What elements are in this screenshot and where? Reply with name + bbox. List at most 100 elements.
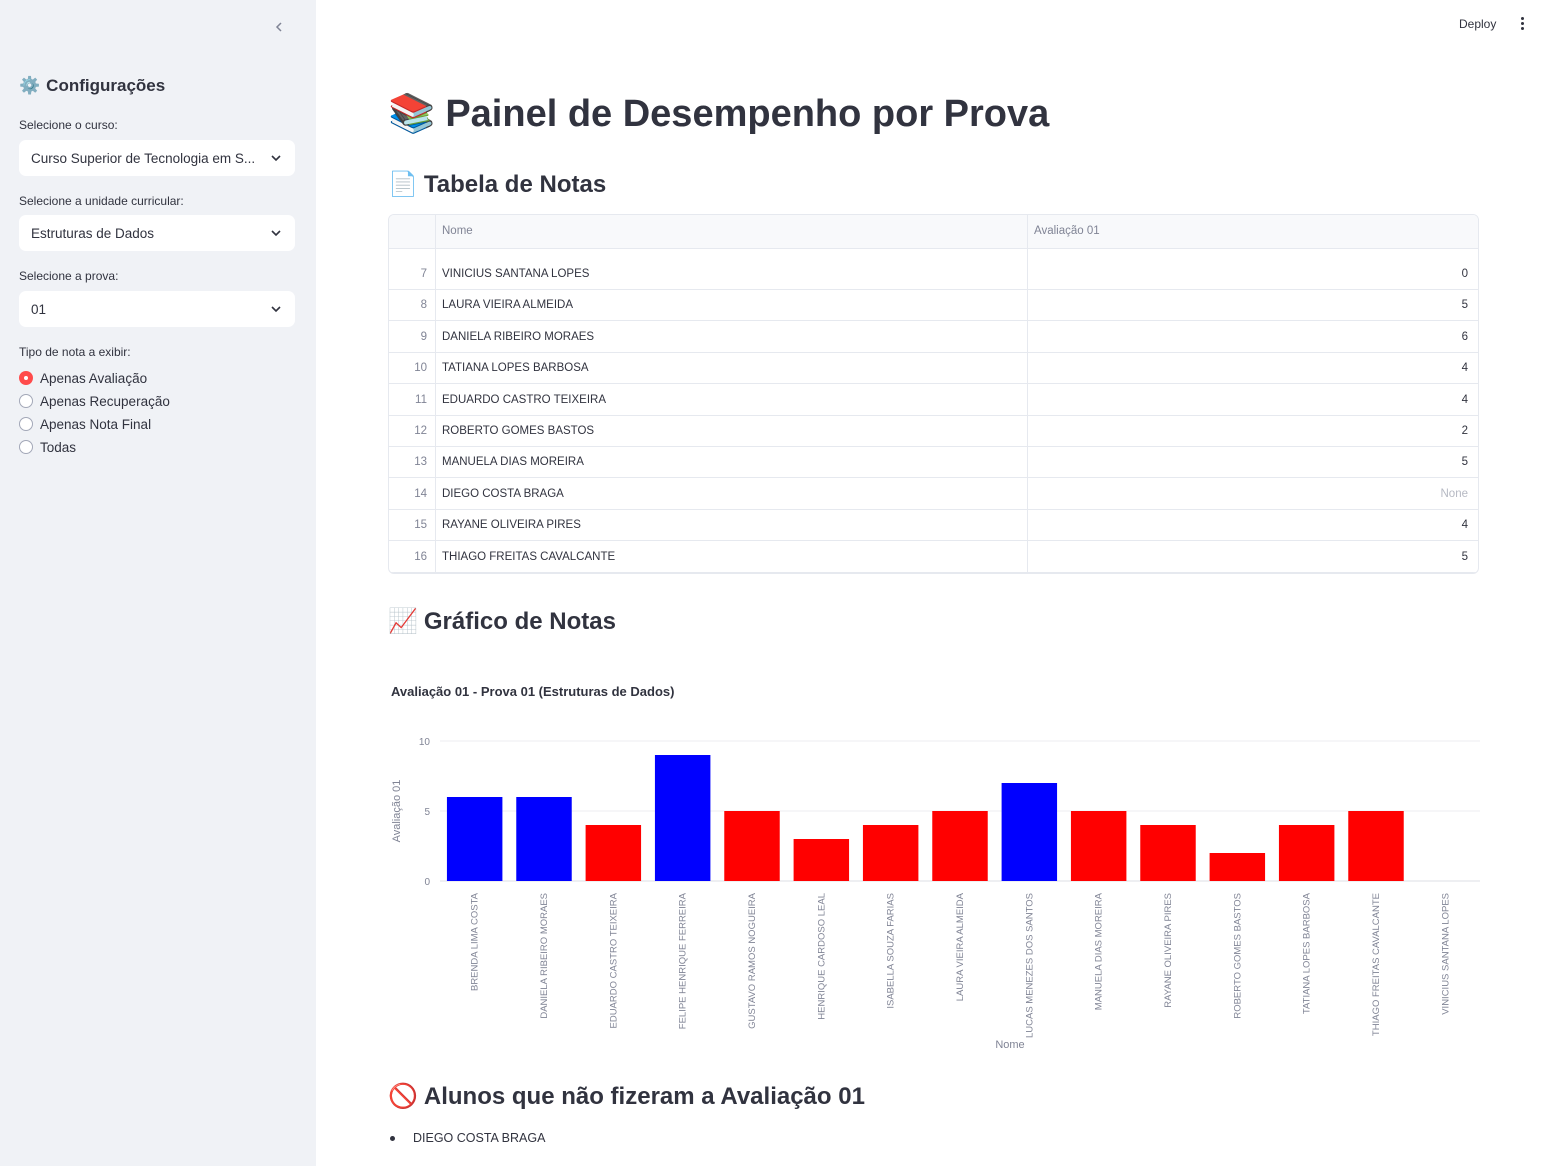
chart-bar (1209, 853, 1266, 881)
table-row[interactable]: 15 RAYANE OLIVEIRA PIRES 4 (389, 510, 1478, 542)
unit-select[interactable]: Estruturas de Dados (19, 215, 295, 251)
books-icon: 📚 (388, 93, 436, 135)
cell-grade[interactable]: 0 (1461, 268, 1468, 280)
table-row[interactable]: 9 DANIELA RIBEIRO MORAES 6 (389, 322, 1478, 353)
x-tick-label: EDUARDO CASTRO TEIXEIRA (608, 892, 619, 1028)
x-tick-label: LAURA VIEIRA ALMEIDA (955, 892, 966, 1001)
radio-button[interactable] (19, 440, 33, 454)
cell-name[interactable]: THIAGO FREITAS CAVALCANTE (442, 550, 616, 563)
table-heading: 📄 Tabela de Notas (388, 170, 606, 199)
cell-grade[interactable]: 2 (1461, 425, 1468, 437)
cell-name[interactable]: MANUELA DIAS MOREIRA (442, 456, 584, 469)
row-index: 15 (414, 519, 427, 532)
table-row[interactable]: 14 DIEGO COSTA BRAGA None (389, 479, 1478, 510)
row-index: 16 (414, 550, 427, 563)
radio-button-checked[interactable] (19, 371, 33, 385)
row-index: 10 (414, 362, 427, 375)
x-tick-label: ROBERTO GOMES BASTOS (1232, 893, 1243, 1019)
x-tick-label: DANIELA RIBEIRO MORAES (539, 893, 550, 1019)
cell-grade[interactable]: 5 (1461, 550, 1468, 563)
y-tick-label: 0 (424, 877, 430, 888)
course-select[interactable]: Curso Superior de Tecnologia em S... (19, 140, 295, 176)
column-header-avaliacao[interactable]: Avaliação 01 (1034, 225, 1100, 237)
chart-bar (724, 811, 780, 881)
table-row[interactable]: 13 MANUELA DIAS MOREIRA 5 (389, 447, 1478, 479)
chart-heading-text: Gráfico de Notas (423, 607, 616, 635)
chevron-down-icon (271, 306, 281, 313)
radio-label: Apenas Recuperação (40, 393, 170, 409)
cell-grade[interactable]: 4 (1461, 393, 1468, 406)
table-row[interactable]: 10 TATIANA LOPES BARBOSA 4 (389, 353, 1478, 385)
table-row[interactable]: 16 THIAGO FREITAS CAVALCANTE 5 (389, 542, 1478, 573)
grade-type-label: Tipo de nota a exibir: (19, 345, 131, 359)
x-tick-label: ISABELLA SOUZA FARIAS (886, 893, 897, 1009)
table-row[interactable]: 11 EDUARDO CASTRO TEIXEIRA 4 (389, 385, 1478, 416)
cell-grade[interactable]: None (1440, 487, 1469, 500)
row-index: 12 (414, 425, 427, 437)
y-tick-label: 5 (424, 807, 430, 818)
chart-bar (1348, 811, 1404, 881)
cell-name[interactable]: EDUARDO CASTRO TEIXEIRA (442, 393, 607, 406)
grades-table[interactable]: Nome Avaliação 01 7 VINICIUS SANTANA LOPE… (388, 214, 1479, 574)
cell-name[interactable]: DIEGO COSTA BRAGA (442, 487, 564, 500)
table-row[interactable]: 7 VINICIUS SANTANA LOPES 0 (389, 259, 1478, 290)
main-menu-button[interactable] (1516, 15, 1528, 33)
chart-bar (516, 797, 572, 881)
cell-grade[interactable]: 5 (1461, 299, 1468, 312)
cell-name[interactable]: TATIANA LOPES BARBOSA (442, 362, 589, 375)
column-divider (435, 215, 436, 573)
radio-apenas-nota-final[interactable]: Apenas Nota Final (19, 414, 151, 434)
chart-bar (1001, 783, 1058, 881)
course-select-value: Curso Superior de Tecnologia em S... (31, 150, 256, 166)
x-tick-label: THIAGO FREITAS CAVALCANTE (1371, 893, 1382, 1036)
table-row[interactable]: 12 ROBERTO GOMES BASTOS 2 (389, 416, 1478, 447)
missing-heading: 🚫 Alunos que não fizeram a Avaliação 01 (388, 1082, 865, 1111)
cell-name[interactable]: LAURA VIEIRA ALMEIDA (442, 299, 574, 312)
table-header: Nome Avaliação 01 (389, 215, 1478, 249)
x-tick-label: FELIPE HENRIQUE FERREIRA (678, 892, 689, 1029)
radio-label: Apenas Avaliação (40, 370, 148, 386)
prohibited-icon: 🚫 (388, 1083, 418, 1110)
unit-label: Selecione a unidade curricular: (19, 194, 184, 208)
exam-select[interactable]: 01 (19, 291, 295, 327)
radio-todas[interactable]: Todas (19, 437, 76, 457)
y-tick-label: 10 (419, 737, 431, 748)
row-index: 7 (420, 268, 427, 280)
cell-name[interactable]: VINICIUS SANTANA LOPES (442, 268, 590, 280)
chevron-down-icon (271, 155, 281, 162)
deploy-button[interactable]: Deploy (1459, 17, 1497, 31)
chart-bar (1140, 825, 1196, 881)
chart-svg: Avaliação 01 - Prova 01 (Estruturas de D… (391, 684, 1480, 1051)
cell-name[interactable]: ROBERTO GOMES BASTOS (442, 425, 595, 437)
column-header-nome[interactable]: Nome (442, 225, 473, 237)
x-axis-label: Nome (995, 1039, 1024, 1051)
radio-apenas-recuperacao[interactable]: Apenas Recuperação (19, 391, 170, 411)
chart-bar (862, 825, 919, 881)
cell-name[interactable]: DANIELA RIBEIRO MORAES (442, 330, 595, 343)
row-index: 14 (414, 487, 427, 500)
missing-heading-text: Alunos que não fizeram a Avaliação 01 (423, 1082, 865, 1110)
grades-bar-chart[interactable]: Avaliação 01 - Prova 01 (Estruturas de D… (388, 675, 1488, 1055)
chart-bar (446, 797, 503, 881)
collapse-sidebar-button[interactable] (268, 16, 290, 38)
bullet-icon (390, 1135, 395, 1141)
cell-grade[interactable]: 6 (1461, 330, 1468, 343)
kebab-dot (1520, 22, 1524, 25)
table-row[interactable]: 8 LAURA VIEIRA ALMEIDA 5 (389, 290, 1478, 322)
x-tick-label: BRENDA LIMA COSTA (470, 892, 481, 991)
cell-grade[interactable]: 4 (1461, 519, 1468, 532)
list-item: DIEGO COSTA BRAGA (390, 1131, 545, 1145)
chart-bar (932, 811, 988, 881)
radio-apenas-avaliacao[interactable]: Apenas Avaliação (19, 368, 147, 388)
kebab-dot (1520, 27, 1524, 30)
sidebar: ⚙️ Configurações Selecione o curso: Curs… (0, 0, 316, 1166)
radio-button[interactable] (19, 417, 33, 431)
row-index: 9 (420, 330, 427, 343)
sidebar-heading-text: Configurações (46, 76, 166, 95)
kebab-dot (1520, 17, 1524, 20)
radio-button[interactable] (19, 394, 33, 408)
cell-grade[interactable]: 4 (1461, 362, 1468, 375)
x-tick-label: LUCAS MENEZES DOS SANTOS (1024, 893, 1035, 1038)
cell-grade[interactable]: 5 (1461, 456, 1468, 469)
cell-name[interactable]: RAYANE OLIVEIRA PIRES (442, 519, 581, 532)
